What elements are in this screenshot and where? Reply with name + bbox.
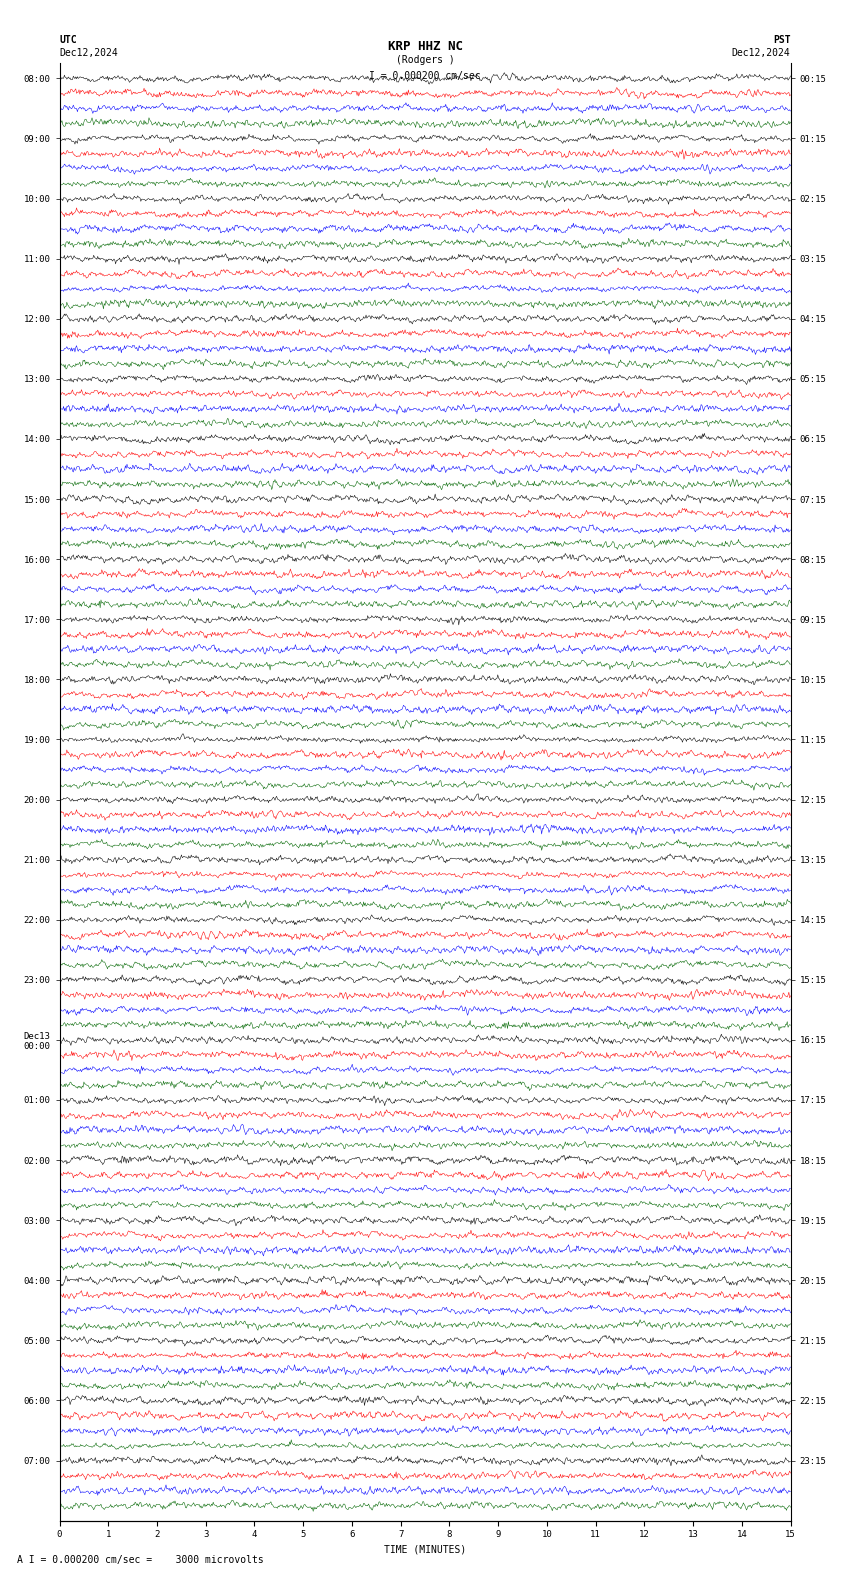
Text: I = 0.000200 cm/sec: I = 0.000200 cm/sec [369,71,481,81]
Text: PST: PST [773,35,790,44]
Text: UTC: UTC [60,35,77,44]
Text: A I = 0.000200 cm/sec =    3000 microvolts: A I = 0.000200 cm/sec = 3000 microvolts [17,1555,264,1565]
Text: Dec12,2024: Dec12,2024 [732,48,791,57]
Text: (Rodgers ): (Rodgers ) [395,55,455,65]
Text: KRP HHZ NC: KRP HHZ NC [388,40,462,52]
Text: Dec12,2024: Dec12,2024 [60,48,118,57]
X-axis label: TIME (MINUTES): TIME (MINUTES) [384,1544,466,1555]
